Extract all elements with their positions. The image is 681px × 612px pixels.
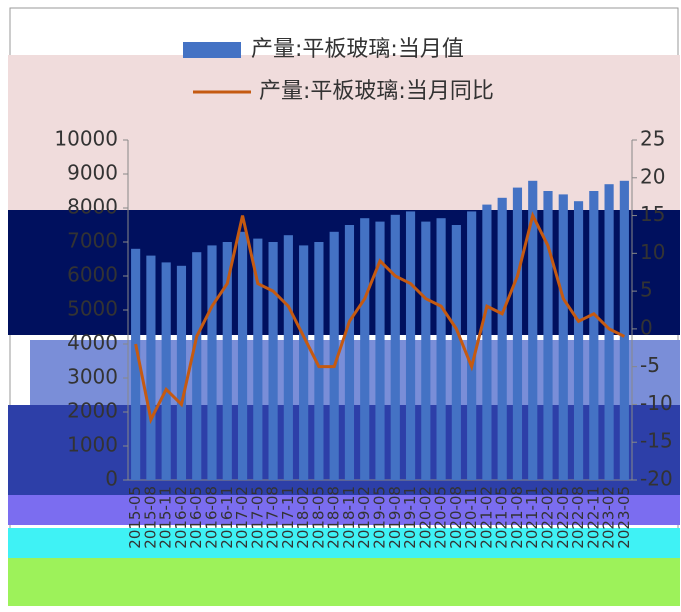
x-tick-label: 2018-11 <box>340 486 358 549</box>
y2-tick-label: -5 <box>640 353 660 377</box>
x-tick-label: 2021-08 <box>508 486 526 549</box>
y-tick-label: 0 <box>105 467 118 491</box>
x-tick-label: 2016-11 <box>218 486 236 549</box>
x-tick-label: 2015-08 <box>141 486 159 549</box>
y2-tick-label: 25 <box>640 127 665 151</box>
bar <box>314 242 324 480</box>
x-tick-label: 2023-05 <box>615 486 633 549</box>
y2-tick-label: 10 <box>640 240 665 264</box>
y-tick-label: 10000 <box>54 127 118 151</box>
x-tick-label: 2017-05 <box>248 486 266 549</box>
x-tick-label: 2018-08 <box>325 486 343 549</box>
x-tick-label: 2019-05 <box>371 486 389 549</box>
bar <box>497 197 507 481</box>
bar <box>299 245 309 480</box>
x-tick-label: 2018-05 <box>309 486 327 549</box>
y2-tick-label: -10 <box>640 391 673 415</box>
x-tick-label: 2022-08 <box>569 486 587 549</box>
x-tick-label: 2017-02 <box>233 486 251 549</box>
x-tick-label: 2020-08 <box>447 486 465 549</box>
x-tick-label: 2021-05 <box>493 486 511 549</box>
bar <box>528 180 538 481</box>
x-tick-label: 2019-11 <box>401 486 419 549</box>
x-tick-label: 2017-08 <box>264 486 282 549</box>
x-tick-label: 2020-11 <box>462 486 480 549</box>
x-tick-label: 2015-05 <box>126 486 144 549</box>
bar <box>283 235 293 480</box>
y-tick-label: 5000 <box>67 297 118 321</box>
bar <box>268 242 278 480</box>
x-tick-label: 2020-05 <box>432 486 450 549</box>
bar <box>604 184 614 480</box>
x-tick-label: 2019-02 <box>355 486 373 549</box>
bar <box>207 245 217 480</box>
band <box>8 495 680 525</box>
bar <box>161 262 171 480</box>
bar <box>176 265 187 480</box>
bar <box>192 252 202 480</box>
bar <box>222 242 232 480</box>
y-tick-label: 4000 <box>67 331 118 355</box>
bar <box>405 211 416 480</box>
bar <box>253 238 263 480</box>
bar <box>329 231 339 480</box>
y2-tick-label: 0 <box>640 315 653 339</box>
bar <box>558 194 568 480</box>
legend-swatch <box>183 42 241 58</box>
x-tick-label: 2016-02 <box>172 486 190 549</box>
bar <box>237 231 248 480</box>
band <box>8 55 680 215</box>
y-tick-label: 9000 <box>67 161 118 185</box>
y2-tick-label: 20 <box>640 164 665 188</box>
band <box>8 528 680 558</box>
legend-label: 产量:平板玻璃:当月同比 <box>259 79 494 104</box>
bar <box>573 201 584 480</box>
x-tick-label: 2019-08 <box>386 486 404 549</box>
bar <box>589 191 599 480</box>
line <box>134 211 626 425</box>
x-tick-label: 2022-05 <box>554 486 572 549</box>
x-tick-label: 2015-11 <box>157 486 175 549</box>
bar <box>390 214 400 481</box>
bar <box>543 191 553 480</box>
bar <box>146 255 156 480</box>
bar <box>436 218 446 480</box>
x-tick-label: 2016-08 <box>203 486 221 549</box>
band <box>8 558 680 606</box>
bar <box>467 211 477 480</box>
y2-tick-label: -20 <box>640 467 673 491</box>
x-tick-label: 2021-02 <box>477 486 495 549</box>
bar <box>619 180 629 481</box>
bar <box>375 221 385 480</box>
y-tick-label: 7000 <box>67 229 118 253</box>
y2-tick-label: -15 <box>640 429 673 453</box>
bar <box>512 187 523 480</box>
bar <box>421 221 431 480</box>
y-tick-label: 8000 <box>67 195 118 219</box>
x-tick-label: 2017-11 <box>279 486 297 549</box>
x-tick-label: 2022-11 <box>584 486 602 549</box>
x-tick-label: 2021-11 <box>523 486 541 549</box>
bar <box>131 248 141 480</box>
y2-tick-label: 15 <box>640 202 665 226</box>
y-tick-label: 2000 <box>67 399 118 423</box>
x-tick-label: 2016-05 <box>187 486 205 549</box>
bar <box>451 225 461 480</box>
y-tick-label: 3000 <box>67 365 118 389</box>
x-tick-label: 2018-02 <box>294 486 312 549</box>
x-tick-label: 2023-02 <box>600 486 618 549</box>
x-tick-label: 2020-02 <box>416 486 434 549</box>
bar <box>344 225 355 480</box>
band <box>8 210 680 335</box>
bar <box>482 204 492 480</box>
x-tick-label: 2022-02 <box>539 486 557 549</box>
y2-tick-label: 5 <box>640 278 653 302</box>
y-tick-label: 6000 <box>67 263 118 287</box>
y-tick-label: 1000 <box>67 433 118 457</box>
legend-label: 产量:平板玻璃:当月值 <box>251 37 464 62</box>
bar <box>360 218 370 480</box>
